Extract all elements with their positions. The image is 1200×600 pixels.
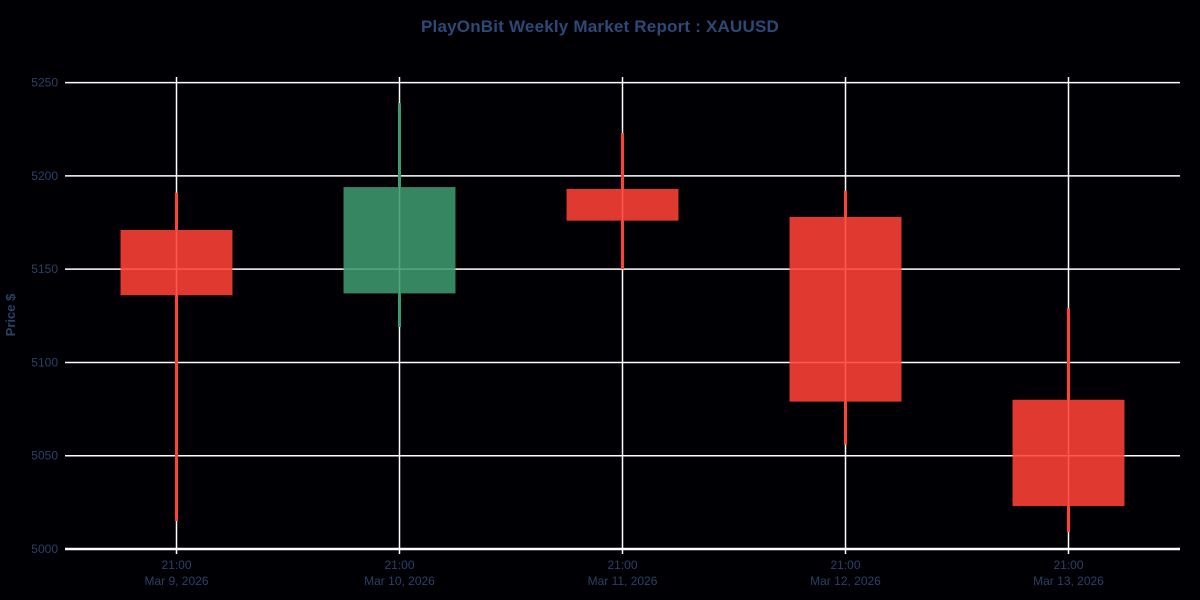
y-tick-label: 5250 [31,76,58,90]
candle-body [343,187,456,294]
y-tick-label: 5100 [31,355,58,369]
chart-title: PlayOnBit Weekly Market Report : XAUUSD [421,17,779,36]
candle-body [566,188,679,221]
x-tick-label-date: Mar 13, 2026 [1033,574,1104,588]
candle-body [789,216,902,402]
candle-body [120,229,233,296]
y-tick-label: 5200 [31,169,58,183]
x-tick-label-time: 21:00 [607,558,637,572]
x-tick-label-time: 21:00 [161,558,191,572]
x-tick-label-time: 21:00 [1053,558,1083,572]
x-tick-label-date: Mar 10, 2026 [364,574,435,588]
x-tick-label-time: 21:00 [830,558,860,572]
y-tick-label: 5050 [31,449,58,463]
x-tick-label-date: Mar 11, 2026 [588,574,658,588]
candle-body [1012,399,1125,507]
y-tick-label: 5150 [31,262,58,276]
y-tick-label: 5000 [31,542,58,556]
x-tick-label-date: Mar 9, 2026 [144,574,208,588]
x-tick-label-time: 21:00 [384,558,414,572]
x-tick-label-date: Mar 12, 2026 [810,574,881,588]
